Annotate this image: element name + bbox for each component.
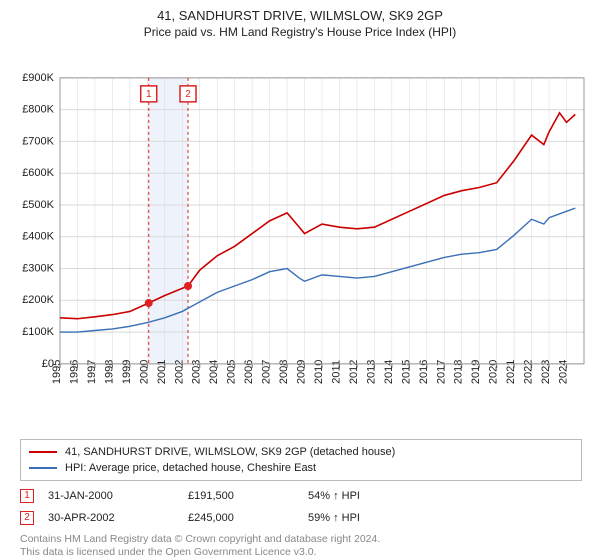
svg-text:£300K: £300K — [22, 262, 54, 274]
svg-text:2010: 2010 — [313, 360, 325, 384]
footer-line-2: This data is licensed under the Open Gov… — [20, 546, 317, 558]
svg-text:2022: 2022 — [523, 360, 535, 384]
svg-text:£700K: £700K — [22, 135, 54, 147]
event-marker: 1 — [20, 489, 34, 503]
svg-text:2008: 2008 — [278, 360, 290, 384]
svg-text:2020: 2020 — [488, 360, 500, 384]
svg-text:£100K: £100K — [22, 326, 54, 338]
svg-text:2017: 2017 — [435, 360, 447, 384]
legend-swatch — [29, 467, 57, 469]
event-price: £245,000 — [188, 512, 308, 524]
event-pct: 59% ↑ HPI — [308, 512, 360, 524]
svg-text:1999: 1999 — [121, 360, 133, 384]
line-chart: £0£100K£200K£300K£400K£500K£600K£700K£80… — [10, 45, 590, 433]
event-date: 31-JAN-2000 — [48, 490, 188, 502]
svg-text:2023: 2023 — [540, 360, 552, 384]
svg-text:2007: 2007 — [261, 360, 273, 384]
svg-text:1995: 1995 — [51, 360, 63, 384]
svg-text:1: 1 — [146, 89, 152, 100]
svg-text:£400K: £400K — [22, 231, 54, 243]
title-block: 41, SANDHURST DRIVE, WILMSLOW, SK9 2GP P… — [10, 8, 590, 39]
svg-text:2: 2 — [185, 89, 191, 100]
svg-text:2003: 2003 — [191, 360, 203, 384]
event-table: 1 31-JAN-2000£191,50054% ↑ HPI 2 30-APR-200… — [20, 487, 582, 531]
svg-text:2014: 2014 — [383, 360, 395, 384]
event-price: £191,500 — [188, 490, 308, 502]
footer-line-1: Contains HM Land Registry data © Crown c… — [20, 533, 380, 545]
svg-text:2013: 2013 — [365, 360, 377, 384]
svg-text:2012: 2012 — [348, 360, 360, 384]
event-marker: 2 — [20, 511, 34, 525]
svg-text:£900K: £900K — [22, 72, 54, 84]
legend-swatch — [29, 451, 57, 453]
footer-note: Contains HM Land Registry data © Crown c… — [20, 533, 582, 560]
legend-label: HPI: Average price, detached house, Ches… — [65, 462, 316, 474]
event-row: 2 30-APR-2002£245,00059% ↑ HPI — [20, 509, 582, 527]
svg-text:£200K: £200K — [22, 294, 54, 306]
legend-label: 41, SANDHURST DRIVE, WILMSLOW, SK9 2GP (… — [65, 446, 395, 458]
svg-text:£500K: £500K — [22, 199, 54, 211]
svg-text:1998: 1998 — [103, 360, 115, 384]
svg-text:£600K: £600K — [22, 167, 54, 179]
event-pct: 54% ↑ HPI — [308, 490, 360, 502]
svg-text:2006: 2006 — [243, 360, 255, 384]
plot-area: £0£100K£200K£300K£400K£500K£600K£700K£80… — [10, 45, 590, 433]
svg-text:2016: 2016 — [418, 360, 430, 384]
svg-text:2015: 2015 — [400, 360, 412, 384]
svg-text:2021: 2021 — [505, 360, 517, 384]
legend: 41, SANDHURST DRIVE, WILMSLOW, SK9 2GP (… — [20, 439, 582, 481]
chart-container: 41, SANDHURST DRIVE, WILMSLOW, SK9 2GP P… — [0, 0, 600, 560]
svg-text:2001: 2001 — [156, 360, 168, 384]
svg-text:2000: 2000 — [138, 360, 150, 384]
svg-text:2024: 2024 — [558, 360, 570, 384]
svg-text:£800K: £800K — [22, 104, 54, 116]
event-date: 30-APR-2002 — [48, 512, 188, 524]
svg-text:2005: 2005 — [226, 360, 238, 384]
svg-text:1997: 1997 — [86, 360, 98, 384]
chart-subtitle: Price paid vs. HM Land Registry's House … — [10, 25, 590, 39]
svg-text:2018: 2018 — [453, 360, 465, 384]
chart-title: 41, SANDHURST DRIVE, WILMSLOW, SK9 2GP — [10, 8, 590, 23]
svg-text:2004: 2004 — [208, 360, 220, 384]
legend-item: HPI: Average price, detached house, Ches… — [29, 460, 573, 476]
svg-text:2019: 2019 — [470, 360, 482, 384]
event-row: 1 31-JAN-2000£191,50054% ↑ HPI — [20, 487, 582, 505]
svg-text:1996: 1996 — [68, 360, 80, 384]
svg-text:2002: 2002 — [173, 360, 185, 384]
legend-item: 41, SANDHURST DRIVE, WILMSLOW, SK9 2GP (… — [29, 444, 573, 460]
svg-text:2009: 2009 — [296, 360, 308, 384]
